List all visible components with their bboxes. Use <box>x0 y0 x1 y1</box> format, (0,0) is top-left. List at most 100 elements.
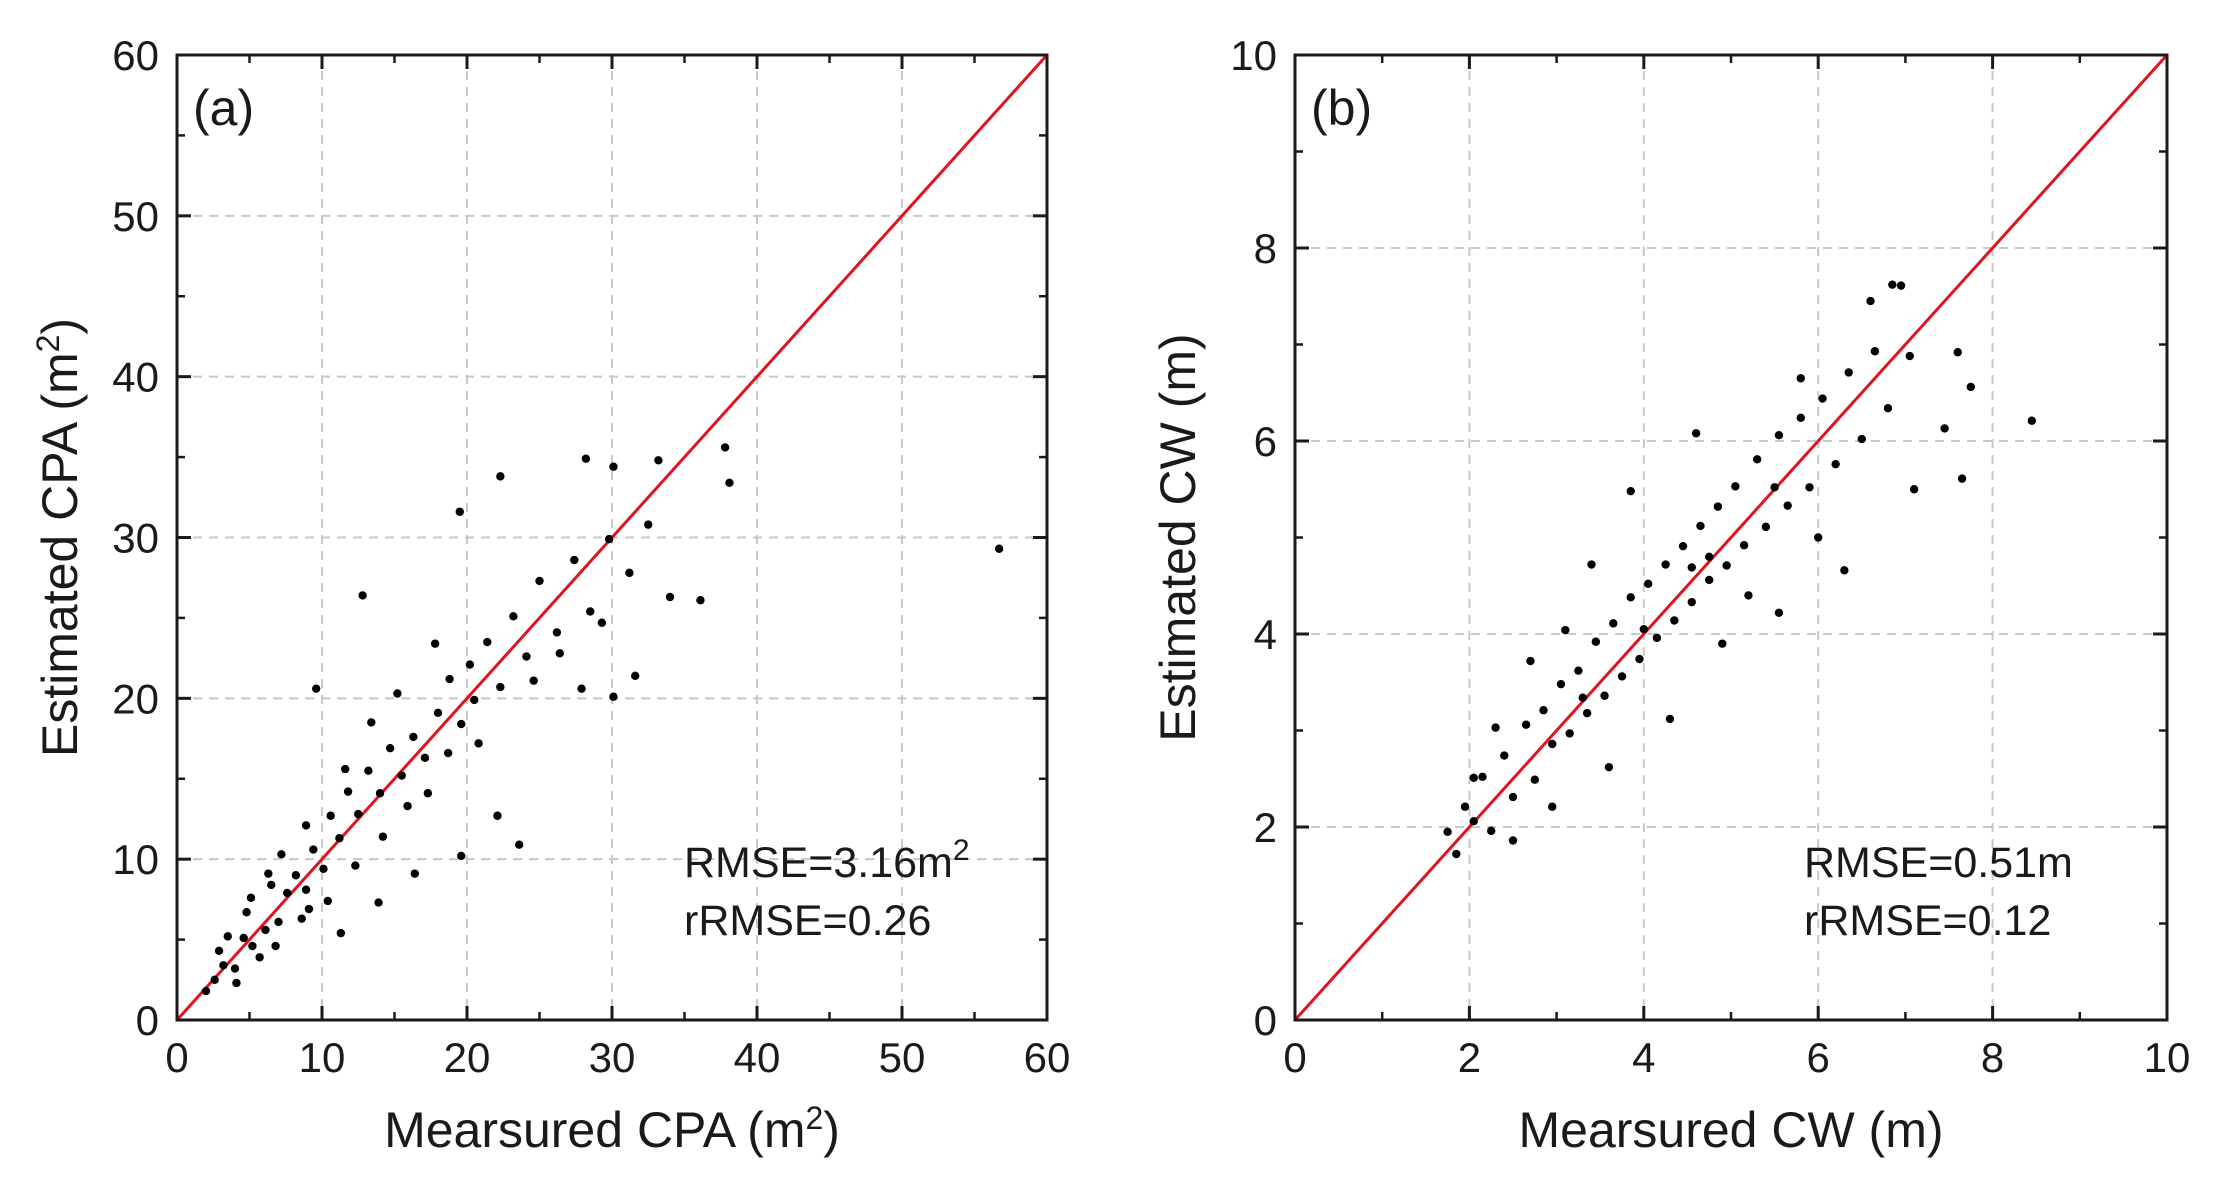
data-point <box>1548 802 1557 811</box>
data-point <box>219 961 228 970</box>
data-point <box>474 739 483 748</box>
data-point <box>483 637 492 647</box>
data-point <box>1635 654 1644 664</box>
data-point <box>493 811 502 820</box>
data-point <box>351 861 360 870</box>
data-point <box>1870 347 1880 356</box>
data-point <box>271 941 280 951</box>
data-point <box>374 898 383 907</box>
y-tick-label: 6 <box>1254 418 1277 465</box>
x-tick-label: 0 <box>1283 1034 1306 1081</box>
x-tick-label: 20 <box>444 1034 491 1081</box>
data-point <box>1888 280 1897 289</box>
data-point <box>264 869 273 878</box>
data-point <box>336 928 346 938</box>
x-axis-title: Mearsured CW (m) <box>1518 1102 1943 1158</box>
data-point <box>1783 501 1792 510</box>
data-point <box>597 618 607 627</box>
data-point <box>1805 483 1814 492</box>
data-point <box>1678 541 1688 551</box>
data-point <box>261 925 270 935</box>
data-point <box>1744 591 1753 600</box>
data-point <box>1591 637 1601 646</box>
data-point <box>335 834 344 843</box>
x-tick-label: 60 <box>1024 1034 1071 1081</box>
x-tick-label: 50 <box>879 1034 926 1081</box>
data-point <box>378 832 388 841</box>
data-point <box>1587 560 1596 569</box>
x-tick-label: 40 <box>734 1034 781 1081</box>
data-point <box>529 676 538 685</box>
data-point <box>1866 296 1875 306</box>
data-point <box>1561 625 1570 635</box>
data-point <box>1539 706 1548 715</box>
rmse-label: RMSE=0.51m <box>1804 839 2073 887</box>
data-point <box>274 917 283 927</box>
rrmse-label: rRMSE=0.26 <box>684 897 931 945</box>
data-point <box>1739 541 1749 550</box>
data-point <box>326 811 335 820</box>
y-axis-title: Estimated CPA (m2) <box>30 318 88 757</box>
data-point <box>1840 566 1849 575</box>
data-point <box>1687 563 1696 572</box>
data-point <box>1857 434 1867 444</box>
data-point <box>665 592 675 602</box>
data-point <box>1731 482 1740 491</box>
y-tick-label: 0 <box>136 997 159 1044</box>
data-point <box>239 933 248 943</box>
data-point <box>1600 691 1609 700</box>
data-point <box>1508 836 1518 845</box>
data-point <box>455 507 464 516</box>
data-point <box>304 904 314 914</box>
data-point <box>1713 502 1723 511</box>
data-point <box>696 596 705 605</box>
data-point <box>246 893 256 902</box>
data-point <box>1652 633 1662 643</box>
y-tick-label: 40 <box>112 354 159 401</box>
data-point <box>644 520 653 529</box>
data-point <box>577 684 586 693</box>
data-point <box>1844 368 1853 377</box>
data-point <box>242 908 251 917</box>
data-point <box>1521 720 1531 729</box>
data-point <box>214 946 224 956</box>
data-point <box>1966 382 1976 392</box>
data-point <box>1582 708 1592 718</box>
data-point <box>410 869 419 878</box>
data-point <box>312 684 321 693</box>
data-point <box>1814 533 1823 542</box>
data-point <box>403 801 412 811</box>
data-point <box>301 821 311 830</box>
data-point <box>581 454 591 463</box>
data-point <box>248 941 257 951</box>
data-point <box>201 986 211 996</box>
data-point <box>994 544 1004 553</box>
data-point <box>223 932 232 941</box>
data-point <box>1752 455 1762 464</box>
data-point <box>465 660 475 669</box>
data-point <box>1940 424 1949 433</box>
y-tick-label: 20 <box>112 675 159 722</box>
data-point <box>433 708 443 718</box>
data-point <box>1548 739 1557 749</box>
data-point <box>1469 817 1478 826</box>
data-point <box>1691 429 1701 438</box>
data-point <box>1796 374 1805 383</box>
data-point <box>430 639 440 648</box>
data-point <box>1818 394 1827 403</box>
data-point <box>1526 656 1535 666</box>
data-point <box>393 689 402 698</box>
rrmse-label: rRMSE=0.12 <box>1804 897 2051 945</box>
data-point <box>535 576 544 586</box>
data-point <box>1722 561 1731 570</box>
x-tick-label: 8 <box>1981 1034 2004 1081</box>
data-point <box>1670 616 1679 625</box>
y-tick-label: 10 <box>112 836 159 883</box>
data-point <box>255 953 264 962</box>
data-point <box>457 851 466 861</box>
data-point <box>609 692 618 701</box>
data-point <box>1687 597 1696 607</box>
data-point <box>555 649 564 658</box>
data-point <box>604 534 614 544</box>
